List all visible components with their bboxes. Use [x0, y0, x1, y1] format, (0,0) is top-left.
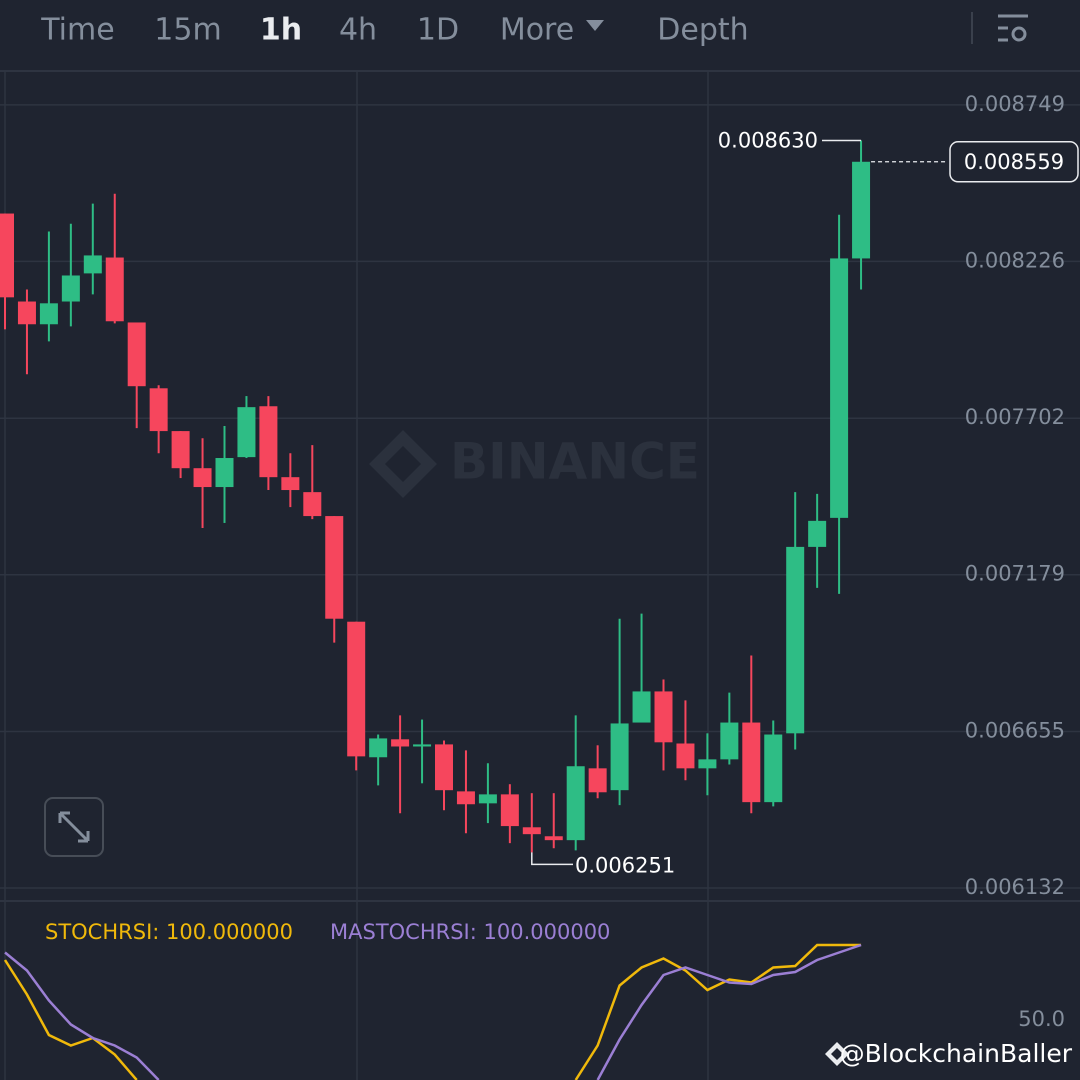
low-marker — [531, 852, 573, 866]
candle-body — [720, 722, 739, 760]
tab[interactable]: 4h — [339, 13, 377, 48]
candle-body — [193, 468, 212, 488]
candle-body — [369, 738, 388, 758]
candle-body — [478, 794, 497, 804]
candle-body — [566, 766, 585, 841]
price-chart — [0, 104, 1080, 889]
candle-body — [435, 744, 453, 791]
candle-body — [764, 734, 783, 803]
y-tick-label: 0.008226 — [965, 248, 1065, 272]
candle-body — [347, 621, 366, 757]
candle-body — [676, 743, 695, 769]
candle-body — [171, 431, 190, 469]
candle-body — [786, 546, 805, 734]
candle-body — [83, 255, 102, 274]
indicator-line — [3, 943, 862, 1080]
last-price-box — [949, 141, 1079, 183]
candle-body — [632, 691, 651, 723]
candle-body — [325, 516, 344, 619]
candle-body — [588, 768, 607, 793]
indicator-line — [4, 943, 862, 1080]
candle-body — [500, 794, 519, 827]
candle-body — [281, 477, 300, 491]
overlay: 0.006132 0.006655 0.007179 0.007702 0.008226… — [45, 92, 1079, 1031]
candle-body — [654, 691, 673, 743]
tab[interactable]: Depth — [657, 13, 748, 48]
candle-body — [259, 406, 278, 478]
tab[interactable]: 15m — [154, 13, 221, 48]
tab-active[interactable]: 1h — [260, 13, 302, 48]
candle-body — [215, 458, 234, 488]
credit: @BlockchainBaller — [825, 1039, 1073, 1068]
legend-entry: STOCHRSI: 100.000000 — [45, 920, 293, 944]
candle-body — [303, 492, 322, 517]
candle-body — [39, 303, 58, 325]
candle-body — [0, 213, 14, 298]
candle-body — [698, 759, 717, 769]
candle-body — [456, 791, 475, 805]
y-tick-label: 0.006655 — [965, 719, 1065, 743]
settings-icon[interactable] — [998, 14, 1028, 42]
credit-text: @BlockchainBaller — [840, 1039, 1073, 1068]
candle-body — [830, 258, 849, 518]
y-tick-label: 0.006132 — [965, 875, 1065, 899]
indicator-chart — [3, 943, 862, 1080]
watermark-text: BINANCE — [450, 433, 700, 491]
candle-body — [127, 322, 146, 387]
candle-body — [105, 257, 124, 322]
y-tick-label: 0.008749 — [965, 92, 1065, 116]
y-tick-label: 50.0 — [1018, 1007, 1065, 1031]
tab[interactable]: 1D — [417, 13, 459, 48]
candle-body — [522, 827, 541, 835]
high-label: 0.008630 — [718, 129, 818, 153]
candle-body — [413, 744, 432, 747]
candle-body — [17, 301, 36, 325]
legend-entry: MASTOCHRSI: 100.000000 — [330, 920, 610, 944]
candle-body — [610, 723, 629, 791]
dropdown-arrow — [586, 20, 604, 31]
tab[interactable]: More — [500, 13, 574, 48]
candle-body — [61, 275, 80, 302]
candle-body — [149, 388, 168, 432]
last-price-label: 0.008559 — [964, 150, 1064, 174]
watermark: BINANCE — [369, 430, 700, 498]
candle-body — [237, 407, 256, 458]
low-label: 0.006251 — [575, 853, 675, 877]
candle-body — [391, 739, 410, 747]
y-tick-label: 0.007179 — [965, 562, 1065, 586]
candle-body — [852, 161, 871, 259]
toolbar: Time 15m 1h 4h 1D More Depth — [0, 12, 1080, 72]
candle-body — [742, 722, 761, 803]
y-tick-label: 0.007702 — [965, 405, 1065, 429]
expand-button[interactable] — [44, 797, 104, 857]
tab[interactable]: Time — [40, 13, 114, 48]
candle-body — [544, 836, 563, 841]
candle-body — [808, 520, 827, 547]
expand-icon — [58, 811, 90, 843]
